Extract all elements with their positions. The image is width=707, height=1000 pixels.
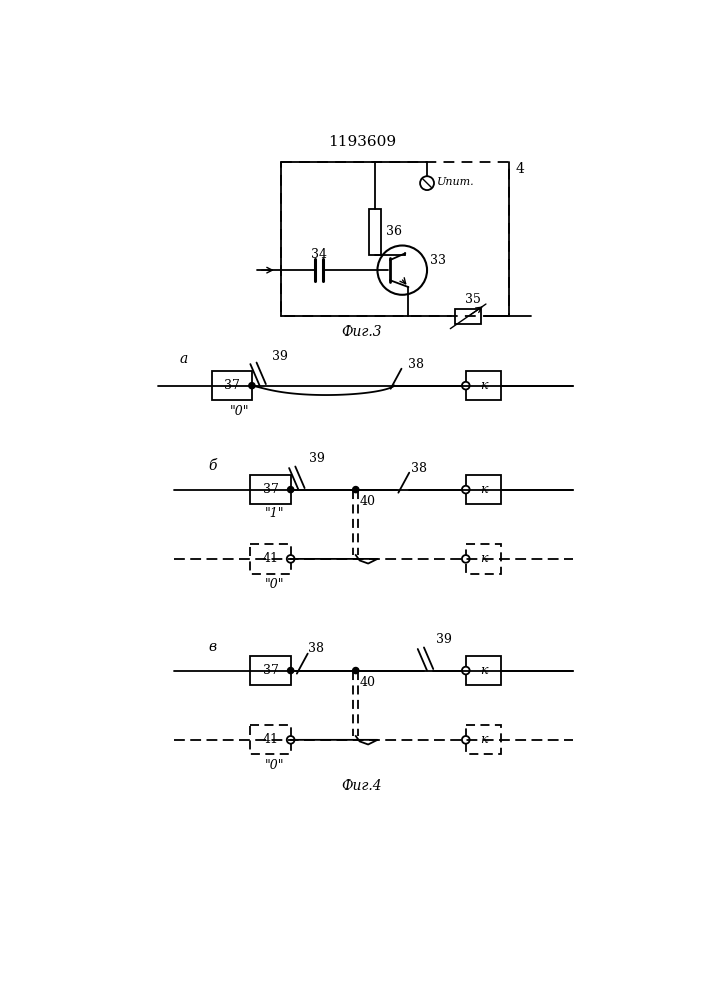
Circle shape (462, 555, 469, 563)
Circle shape (462, 382, 469, 390)
Circle shape (287, 736, 295, 744)
Text: "0": "0" (264, 578, 284, 591)
Text: а: а (180, 352, 188, 366)
Bar (466, 656, 501, 685)
Text: к: к (480, 379, 487, 392)
Text: "0": "0" (230, 405, 250, 418)
Bar (466, 371, 501, 400)
Bar (281, 162, 509, 316)
Circle shape (288, 487, 293, 493)
Text: к: к (480, 733, 487, 746)
Text: 36: 36 (386, 225, 402, 238)
Bar (466, 475, 501, 504)
Bar (466, 544, 501, 574)
Text: в: в (209, 640, 216, 654)
Text: "1": "1" (264, 507, 284, 520)
Text: 41: 41 (262, 552, 279, 565)
Circle shape (462, 736, 469, 744)
Text: 39: 39 (309, 452, 325, 465)
Text: 35: 35 (464, 293, 481, 306)
Text: 37: 37 (224, 379, 240, 392)
Circle shape (249, 383, 255, 389)
Text: 40: 40 (360, 495, 375, 508)
Circle shape (462, 667, 469, 674)
Circle shape (353, 487, 359, 493)
Text: к: к (480, 483, 487, 496)
Circle shape (287, 555, 295, 563)
Text: к: к (480, 552, 487, 565)
Bar (369, 209, 381, 255)
Text: 38: 38 (411, 462, 427, 475)
Bar (250, 725, 291, 754)
Bar (455, 309, 481, 324)
Text: 4: 4 (515, 162, 525, 176)
Text: Фиг.3: Фиг.3 (341, 325, 382, 339)
Text: 39: 39 (436, 633, 452, 646)
Text: Uпит.: Uпит. (437, 177, 474, 187)
Text: 41: 41 (262, 733, 279, 746)
Text: 38: 38 (308, 642, 324, 655)
Text: 37: 37 (262, 664, 279, 677)
Text: 40: 40 (360, 676, 375, 689)
Bar (250, 544, 291, 574)
Text: Фиг.4: Фиг.4 (341, 779, 382, 793)
Text: 1193609: 1193609 (328, 135, 396, 149)
Bar (466, 725, 501, 754)
Bar (250, 475, 291, 504)
Text: "0": "0" (264, 759, 284, 772)
Text: 39: 39 (272, 350, 288, 363)
Text: б: б (209, 460, 217, 474)
Text: 37: 37 (262, 483, 279, 496)
Text: 34: 34 (311, 248, 327, 261)
Bar (211, 371, 252, 400)
Text: 33: 33 (430, 254, 446, 267)
Text: к: к (480, 664, 487, 677)
Bar (250, 656, 291, 685)
Circle shape (353, 667, 359, 674)
Circle shape (288, 667, 293, 674)
Circle shape (462, 486, 469, 493)
Text: 38: 38 (408, 358, 423, 371)
